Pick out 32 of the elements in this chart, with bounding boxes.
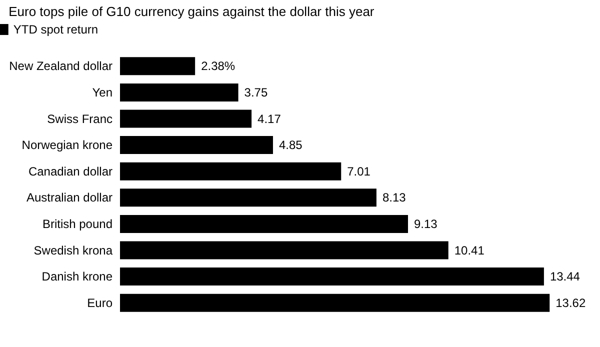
y-tick-label: Euro <box>87 296 113 310</box>
y-tick-label: Danish krone <box>42 270 113 284</box>
data-label: 4.17 <box>258 112 282 126</box>
bar <box>120 57 196 76</box>
y-tick-label: Yen <box>92 85 112 100</box>
y-tick-label: Australian dollar <box>26 190 112 205</box>
legend-label: YTD spot return <box>13 22 98 36</box>
bar <box>120 188 376 207</box>
data-label: 4.85 <box>278 138 303 152</box>
data-label: 13.44 <box>550 270 580 284</box>
bar <box>120 268 544 286</box>
y-tick-label: Canadian dollar <box>28 164 112 178</box>
chart-title: Euro tops pile of G10 currency gains against the dollar this year <box>8 4 375 19</box>
data-label: 8.13 <box>382 190 406 205</box>
bar <box>120 136 273 154</box>
y-tick-label: New Zealand dollar <box>9 59 112 74</box>
data-label: 10.41 <box>454 243 485 258</box>
bar <box>120 162 342 180</box>
data-label: 7.01 <box>347 164 371 178</box>
y-tick-label: Swedish krona <box>34 243 113 258</box>
data-label: 2.38% <box>201 59 236 74</box>
bar <box>120 294 550 312</box>
bar <box>120 214 408 233</box>
bar <box>120 83 238 102</box>
y-tick-label: British pound <box>42 216 112 231</box>
data-label: 13.62 <box>556 296 586 310</box>
bar <box>120 241 448 260</box>
y-tick-label: Swiss Franc <box>47 112 112 126</box>
data-label: 3.75 <box>244 85 268 100</box>
y-tick-label: Norwegian krone <box>22 138 113 152</box>
data-label: 9.13 <box>414 216 438 231</box>
bar <box>120 110 252 128</box>
